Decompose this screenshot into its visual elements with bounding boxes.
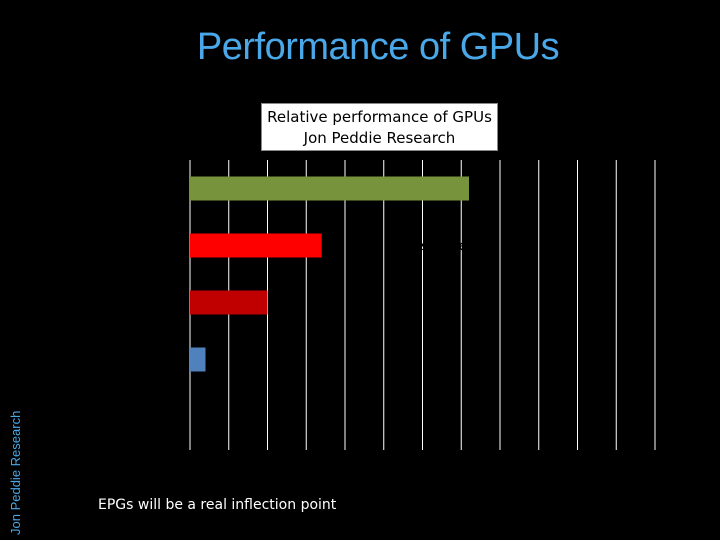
annotation-label: Speculated bbox=[398, 239, 476, 255]
bar bbox=[190, 176, 469, 201]
x-tick-label: 100,000 bbox=[553, 450, 603, 464]
x-tick-label: 0 bbox=[186, 450, 194, 464]
category-label: AMD 945+890GX bbox=[107, 402, 180, 434]
bar-layer bbox=[190, 176, 469, 372]
label-layer: AMD 945+890GX Intel i5 661 Speculated 0 50,00… bbox=[107, 239, 603, 465]
chart-title-line-1: Relative performance of GPUs bbox=[267, 108, 492, 126]
bar bbox=[190, 233, 322, 258]
x-tick-label: 50,000 bbox=[363, 450, 405, 464]
category-label: Intel i5 661 bbox=[112, 353, 180, 367]
bar bbox=[190, 347, 206, 372]
slide-title: Performance of GPUs bbox=[196, 26, 560, 68]
bar bbox=[190, 290, 268, 315]
chart-title-line-2: Jon Peddie Research bbox=[303, 129, 456, 147]
chart-title-box: Relative performance of GPUs Jon Peddie … bbox=[261, 103, 498, 151]
caption: EPGs will be a real inflection point bbox=[98, 497, 337, 513]
